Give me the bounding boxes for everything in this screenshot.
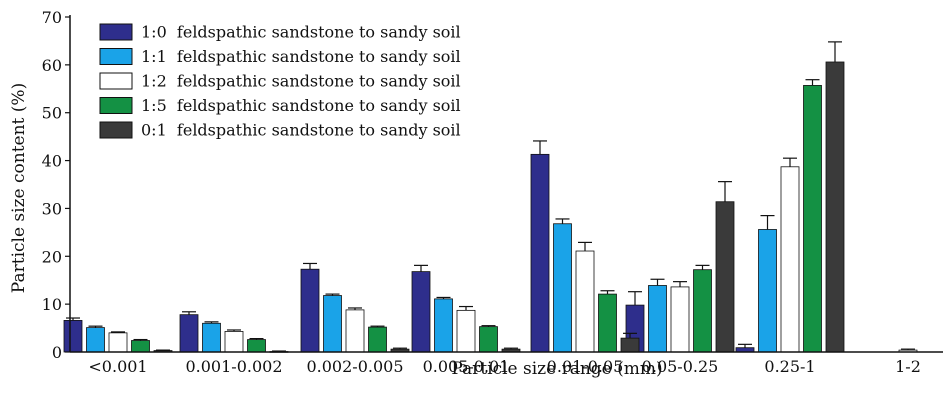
bar bbox=[63, 320, 83, 353]
y-tick-label: 0 bbox=[52, 343, 62, 362]
bar bbox=[108, 332, 128, 353]
legend-swatch bbox=[99, 72, 133, 90]
y-tick-label: 50 bbox=[42, 104, 62, 123]
x-tick-label: 0.05-0.25 bbox=[642, 357, 719, 376]
y-axis-title: Particle size content (%) bbox=[9, 83, 29, 293]
y-tick-label: 30 bbox=[42, 199, 62, 218]
bar bbox=[247, 339, 266, 353]
bar bbox=[670, 286, 690, 353]
bar bbox=[202, 322, 221, 353]
bar bbox=[620, 337, 640, 353]
bar bbox=[323, 295, 342, 353]
y-tick-label: 20 bbox=[42, 247, 62, 266]
x-tick-label: 0.002-0.005 bbox=[306, 357, 403, 376]
legend-label: 1:5 feldspathic sandstone to sandy soil bbox=[141, 96, 461, 115]
bar bbox=[434, 298, 453, 353]
x-tick-label: <0.001 bbox=[88, 357, 147, 376]
bar bbox=[479, 326, 498, 353]
legend-label: 1:0 feldspathic sandstone to sandy soil bbox=[141, 23, 461, 42]
x-tick-label: 0.001-0.002 bbox=[185, 357, 282, 376]
bar bbox=[693, 269, 712, 353]
bar bbox=[648, 285, 667, 353]
legend-swatch bbox=[99, 121, 133, 139]
bar bbox=[825, 61, 845, 353]
bar bbox=[456, 309, 476, 353]
legend-swatch bbox=[99, 48, 133, 65]
bar bbox=[86, 327, 105, 353]
bar bbox=[131, 340, 150, 353]
axes-layer: 0 10 20 30 40 50 60 70 <0.001 0.001-0.002 0.002-0.… bbox=[42, 8, 943, 376]
x-axis-title: Particle size range (mm) bbox=[451, 359, 662, 379]
y-tick-label: 40 bbox=[42, 152, 62, 171]
legend: 1:0 feldspathic sandstone to sandy soil 1… bbox=[99, 23, 461, 140]
bar bbox=[224, 331, 244, 353]
y-tick-label: 10 bbox=[42, 295, 62, 314]
bar bbox=[530, 153, 550, 353]
bar bbox=[758, 229, 777, 353]
legend-label: 1:1 feldspathic sandstone to sandy soil bbox=[141, 47, 461, 66]
y-tick-label: 70 bbox=[42, 8, 62, 27]
bar bbox=[575, 250, 595, 353]
bar bbox=[553, 223, 572, 353]
x-tick-label: 0.01-0.05 bbox=[547, 357, 624, 376]
bar bbox=[780, 166, 800, 353]
bar bbox=[715, 201, 735, 353]
legend-label: 1:2 feldspathic sandstone to sandy soil bbox=[141, 72, 461, 91]
legend-swatch bbox=[99, 23, 133, 41]
bar bbox=[368, 326, 387, 353]
bar bbox=[300, 268, 320, 353]
x-tick-label: 1-2 bbox=[895, 357, 921, 376]
y-tick-label: 60 bbox=[42, 56, 62, 75]
legend-swatch bbox=[99, 97, 133, 114]
x-tick-label: 0.25-1 bbox=[764, 357, 815, 376]
bar bbox=[179, 314, 199, 353]
bar bbox=[803, 85, 822, 353]
x-tick-label: 0.005-0.01 bbox=[423, 357, 510, 376]
bar bbox=[598, 293, 617, 353]
bar bbox=[345, 309, 365, 353]
bar bbox=[411, 271, 431, 353]
legend-label: 0:1 feldspathic sandstone to sandy soil bbox=[141, 121, 461, 140]
